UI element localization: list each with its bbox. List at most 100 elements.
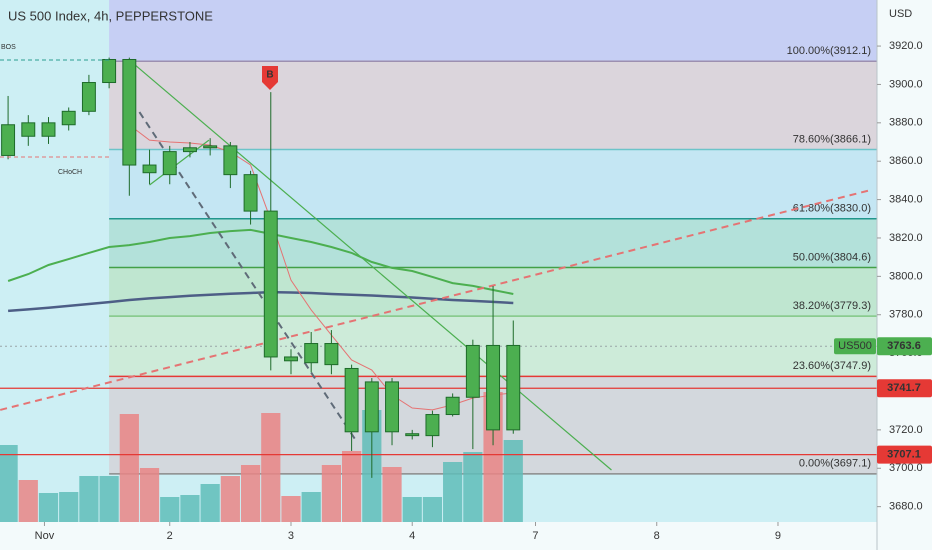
fib-label: 38.20%(3779.3) [793,300,871,312]
candle-body [324,343,339,366]
plot [0,57,877,522]
fib-label: 100.00%(3912.1) [787,45,871,57]
volume-bar [79,476,99,522]
candle-body [284,356,298,362]
y-tick-label: 3840.0 [889,193,923,205]
fib-band [109,61,877,150]
candle-body [142,164,157,174]
volume-bar [38,493,59,522]
volume-bar [240,465,261,522]
bos-label: BOS [1,44,16,51]
volume-bar [301,492,321,522]
y-tick-label: 3680.0 [889,501,923,513]
volume-bar [261,413,281,522]
x-tick-label: 4 [409,530,415,542]
fib-label: 78.60%(3866.1) [793,133,871,145]
signal-marker [262,66,278,90]
volume-bar [59,492,79,522]
indicator-line [8,290,514,313]
candle-body [344,367,359,433]
signal-label: B [266,70,273,81]
x-tick-label: Nov [35,530,55,542]
volume-bar [281,496,301,522]
chart-title: US 500 Index, 4h, PEPPERSTONE [8,8,213,23]
candle-body [304,343,319,364]
volume-bar [0,445,18,522]
candle-body [182,147,197,153]
volume-bar [139,468,160,522]
candle-body [385,381,399,433]
candle-body [263,210,278,358]
y-axis-label: USD [889,8,912,20]
fib-band [109,218,877,268]
price-tag-label: 3707.1 [887,449,921,461]
volume-bar [200,484,220,522]
candle-body [243,174,258,212]
candle-body [486,344,501,431]
volume-bar [382,467,402,522]
candle-body [21,122,36,137]
indicator-line [7,228,514,295]
candle-body [405,433,420,437]
volume-bar [342,451,362,522]
volume-bar [422,497,443,522]
volume-bar [18,480,38,522]
candle-body [162,151,177,176]
y-tick-label: 3860.0 [889,155,923,167]
symbol-tag [834,338,876,355]
y-tick-label: 3820.0 [889,232,923,244]
fib-label: 0.00%(3697.1) [799,458,871,470]
volume-bar [402,497,422,522]
candle-body [61,110,76,126]
volume-bar [99,476,119,522]
choch-label: CHoCH [58,169,82,176]
price-tag [877,337,932,356]
trend-line [149,139,210,186]
volume-bar [119,414,139,522]
y-tick-label: 3780.0 [889,309,923,321]
x-tick-label: 8 [654,530,660,542]
volume-bar [180,495,200,522]
time-axis [0,522,877,550]
candle-body [102,58,117,84]
fib-label: 23.60%(3747.9) [793,360,871,372]
candle-body [203,145,218,149]
y-tick-label: 3700.0 [889,462,923,474]
y-tick-label: 3900.0 [889,78,923,90]
candle-body [465,344,480,398]
candle-body [364,381,379,433]
x-tick-label: 3 [288,530,294,542]
volume-bar [160,497,180,522]
candle-body [445,396,460,416]
symbol-tag-label: US500 [838,340,872,352]
candle-body [81,82,96,112]
candle-body [425,414,440,437]
y-tick-label: 3880.0 [889,117,923,129]
y-tick-label: 3920.0 [889,40,923,52]
x-tick-label: 2 [167,530,173,542]
fib-label: 50.00%(3804.6) [793,251,871,263]
volume-bar [463,452,483,522]
trend-line [0,189,872,411]
candle-body [223,145,238,176]
fib-label: 61.80%(3830.0) [793,203,871,215]
candle-body [506,344,521,431]
price-tag-label: 3741.7 [887,382,921,394]
candle-body [1,124,16,156]
axes: 3680.03700.03720.03740.03760.03780.03800… [35,40,932,542]
volume-bar [503,440,523,522]
x-tick-label: 7 [532,530,538,542]
candle-body [122,58,137,166]
fib-band [109,0,877,62]
y-tick-label: 3800.0 [889,270,923,282]
trend-line [128,59,612,471]
candle-body [41,122,56,137]
volume-bar [443,462,463,522]
y-tick-label: 3720.0 [889,424,923,436]
price-tag [877,379,932,398]
price-tag-label: 3763.6 [887,340,921,352]
volume-bar [220,476,240,522]
price-tag [877,445,932,464]
x-tick-label: 9 [775,530,781,542]
